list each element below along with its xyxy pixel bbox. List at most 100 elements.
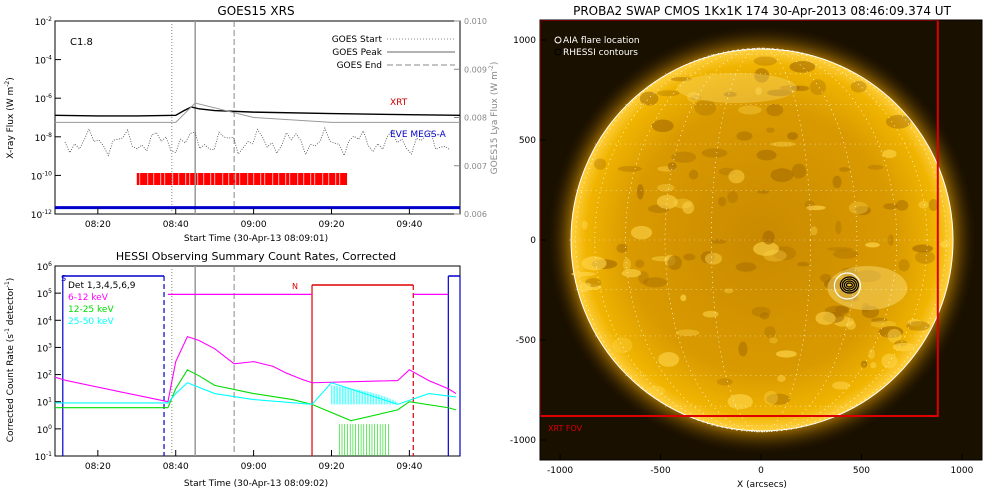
dark-region <box>759 312 770 320</box>
dark-region <box>616 243 628 254</box>
bright-region <box>630 225 653 240</box>
hessi-title: HESSI Observing Summary Count Rates, Cor… <box>116 250 396 263</box>
dark-region <box>766 393 791 405</box>
swap-x-tick-label: 1000 <box>950 466 973 476</box>
saa-flag: S <box>61 274 66 283</box>
hessi-y-tick-label: 102 <box>37 370 52 382</box>
swap-y-tick-label: 0 <box>530 236 536 246</box>
bright-region <box>892 342 916 352</box>
longitude-line <box>575 47 947 433</box>
goes-x-tick-label: 08:20 <box>85 220 111 230</box>
dark-region <box>766 103 784 117</box>
rate-6-12-line <box>54 335 457 403</box>
dark-region <box>895 200 909 211</box>
dark-region <box>710 239 727 244</box>
goes-x-tick-label: 09:20 <box>319 220 345 230</box>
dark-region <box>688 169 699 180</box>
bright-region <box>657 184 675 192</box>
rhessi-contour <box>845 282 853 288</box>
dark-region <box>738 341 748 357</box>
longitude-line <box>664 47 858 433</box>
swap-y-ticks: 1000 500 0 -500 -1000 <box>510 36 546 446</box>
goes-y-ticks: 10-2 10-4 10-6 10-8 10-10 10-12 <box>31 16 61 221</box>
bright-region <box>704 252 722 265</box>
dark-region <box>912 244 934 253</box>
bright-region <box>870 320 897 328</box>
dark-region <box>723 91 737 97</box>
dark-region <box>683 253 696 261</box>
swap-title: PROBA2 SWAP CMOS 1Kx1K 174 30-Apr-2013 0… <box>573 4 951 18</box>
dark-region <box>861 305 880 319</box>
goes-x-tick-label: 09:00 <box>241 220 267 230</box>
bright-region <box>868 348 876 360</box>
bright-region <box>623 257 631 271</box>
bright-region <box>763 390 778 405</box>
solar-texture <box>571 56 951 410</box>
dark-region <box>838 167 850 172</box>
solar-disk <box>571 49 953 431</box>
legend-goes-peak: GOES Peak <box>332 48 382 58</box>
xrt-line <box>54 106 461 117</box>
lya-line <box>55 102 460 123</box>
goes-x-ticks: 08:20 08:40 09:00 09:20 09:40 <box>85 208 423 230</box>
bright-region <box>581 256 607 271</box>
bright-region <box>728 169 745 184</box>
bright-region <box>881 353 898 369</box>
dark-region <box>735 262 757 272</box>
hessi-legend: Det 1,3,4,5,6,9 6-12 keV 12-25 keV 25-50… <box>68 281 136 327</box>
goes-y2-tick-label: 0.008 <box>464 114 487 123</box>
hessi-y-tick-label: 105 <box>37 288 52 300</box>
goes-title: GOES15 XRS <box>217 4 294 18</box>
dark-region <box>756 149 777 161</box>
goes-y-tick-label: 10-8 <box>35 132 53 144</box>
bright-region <box>918 200 929 209</box>
swap-x-tick-label: -1000 <box>547 466 573 476</box>
bright-region <box>682 201 695 214</box>
bright-region <box>907 318 922 327</box>
dark-region <box>716 378 733 386</box>
dark-region <box>670 77 692 82</box>
dark-region <box>789 61 816 73</box>
longitude-line <box>594 47 928 433</box>
heliographic-grid <box>569 47 953 433</box>
flare-interval-bar <box>136 173 348 185</box>
dark-region <box>757 189 769 194</box>
dark-region <box>690 94 702 101</box>
dark-region <box>779 85 801 91</box>
dark-region <box>751 306 771 317</box>
bright-region <box>658 352 680 367</box>
hessi-panel: HESSI Observing Summary Count Rates, Cor… <box>4 250 461 489</box>
bright-region <box>810 226 818 236</box>
hessi-y-tick-label: 10-1 <box>35 451 53 463</box>
dark-region <box>867 164 884 170</box>
swap-legend: AIA flare location RHESSI contours <box>554 36 640 58</box>
bright-region <box>651 256 673 262</box>
dark-region <box>833 249 859 259</box>
bright-region <box>775 350 797 358</box>
goes-panel: GOES15 XRS 10-2 10-4 10-6 10-8 10-10 10-12 0.… <box>4 4 500 244</box>
bright-region <box>763 249 787 262</box>
goes-y2-tick-label: 0.006 <box>464 210 487 219</box>
goes-y2-tick-label: 0.007 <box>464 162 487 171</box>
bright-region <box>755 87 762 96</box>
legend-aia: AIA flare location <box>563 36 640 46</box>
bright-region <box>753 241 779 256</box>
bright-region <box>702 310 719 318</box>
xrt-fov-label: XRT FOV <box>548 424 583 433</box>
bright-region <box>727 394 753 410</box>
dark-region <box>636 184 644 200</box>
bright-region <box>939 240 951 248</box>
hessi-y-tick-label: 106 <box>37 261 52 273</box>
legend-aia-marker <box>554 36 562 44</box>
lya-noise-trace <box>64 126 451 157</box>
goes-legend: GOES Start GOES Peak GOES End <box>332 35 455 71</box>
bright-region <box>777 374 786 382</box>
dark-region <box>667 162 677 171</box>
swap-panel: PROBA2 SWAP CMOS 1Kx1K 174 30-Apr-2013 0… <box>510 4 983 490</box>
dark-region <box>832 175 842 189</box>
bright-region <box>832 381 850 390</box>
swap-y-tick-label: 1000 <box>513 36 536 46</box>
bright-region <box>865 242 880 248</box>
dark-region <box>762 230 775 245</box>
